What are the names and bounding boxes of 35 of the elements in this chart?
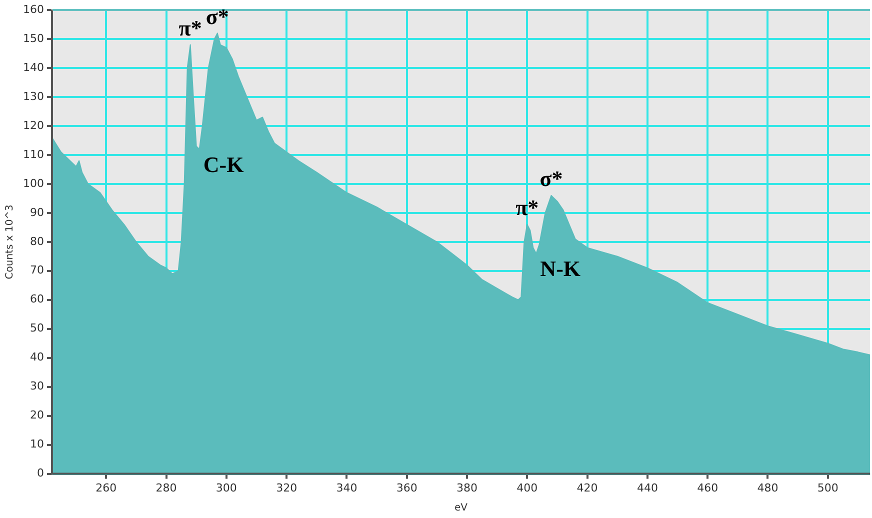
y-tick-label: 70 <box>30 264 44 277</box>
x-tick-label: 400 <box>516 481 538 494</box>
x-tick-label: 340 <box>336 481 358 494</box>
x-tick-label: 300 <box>216 481 237 494</box>
x-tick-label: 280 <box>156 481 177 494</box>
x-tick-label: 360 <box>396 481 418 494</box>
x-tick-label: 460 <box>697 481 718 494</box>
y-tick-label: 0 <box>36 466 44 480</box>
y-tick-label: 90 <box>30 206 44 219</box>
y-tick-label: 130 <box>22 90 44 103</box>
y-tick-label: 140 <box>22 60 44 74</box>
y-tick-label: 20 <box>30 408 44 422</box>
y-tick-label: 120 <box>22 118 44 132</box>
y-tick-label: 110 <box>22 148 44 161</box>
y-tick-label: 50 <box>30 322 44 335</box>
annotation: π* <box>178 15 202 40</box>
annotation: N-K <box>540 256 581 282</box>
x-tick-label: 500 <box>817 481 838 494</box>
y-tick-label: 80 <box>30 234 44 248</box>
x-tick-label: 320 <box>276 481 298 494</box>
x-tick-label: 480 <box>757 481 778 494</box>
y-tick-label: 150 <box>22 32 44 45</box>
x-tick-label: 440 <box>636 481 658 494</box>
x-axis-title: eV <box>454 502 468 514</box>
y-tick-label: 160 <box>22 2 44 16</box>
x-tick-label: 380 <box>456 481 478 494</box>
annotation: C-K <box>203 152 244 177</box>
y-tick-label: 30 <box>30 380 44 393</box>
y-tick-label: 40 <box>30 350 44 364</box>
y-tick-label: 10 <box>30 438 44 451</box>
x-tick-label: 420 <box>576 481 598 494</box>
y-tick-label: 100 <box>22 176 44 190</box>
y-axis-title: Counts x 10^3 <box>4 204 16 280</box>
x-tick-label: 260 <box>96 481 117 494</box>
y-tick-label: 60 <box>30 292 44 306</box>
